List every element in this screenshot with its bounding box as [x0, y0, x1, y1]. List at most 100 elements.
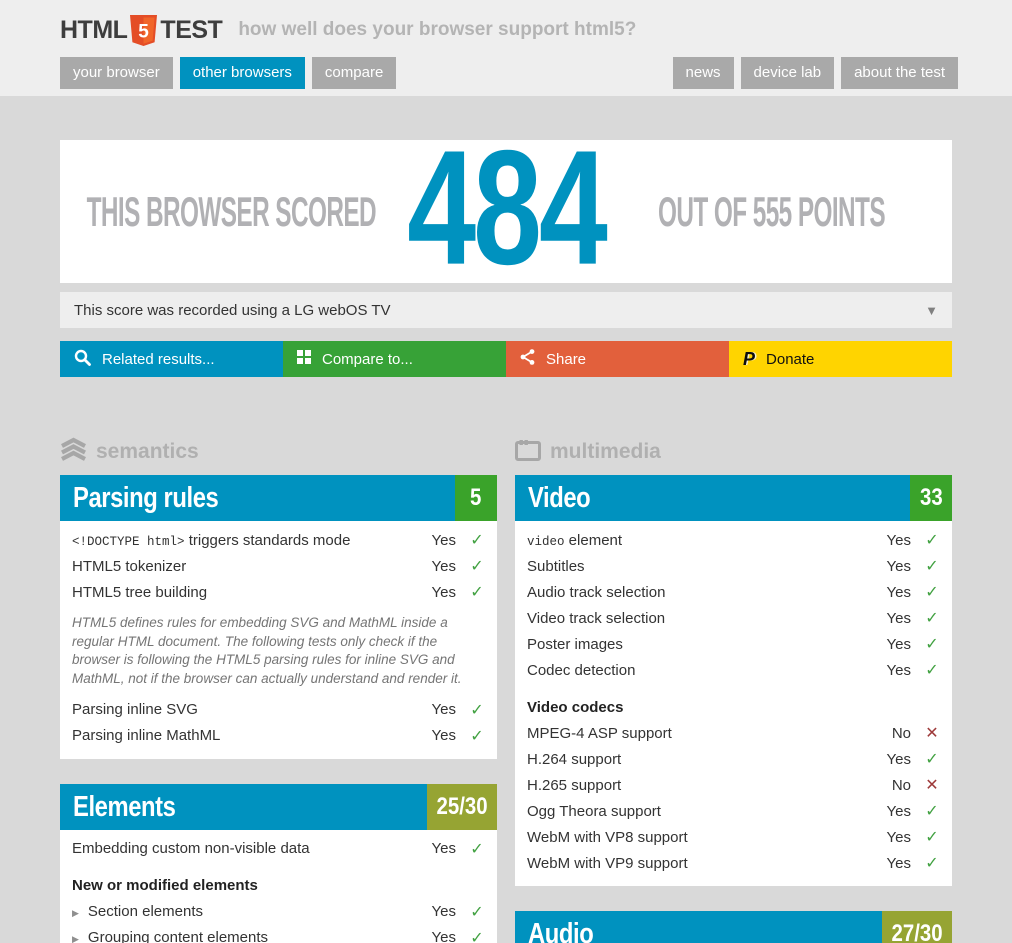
tab-about-the-test[interactable]: about the test — [841, 57, 958, 89]
test-row: Parsing inline MathML Yes ✓ — [72, 727, 484, 745]
score-prefix: THIS BROWSER SCORED — [86, 187, 377, 235]
check-icon: ✓ — [925, 829, 939, 846]
main-content: THIS BROWSER SCORED 484 OUT OF 555 POINT… — [0, 140, 1012, 943]
column-semantics: semantics Parsing rules 5 <!DOCTYPE html… — [60, 437, 497, 943]
elements-header: Elements 25/30 — [60, 783, 497, 830]
check-icon: ✓ — [470, 558, 484, 575]
audio-score-badge: 27/30 — [882, 911, 952, 943]
check-icon: ✓ — [470, 840, 484, 858]
test-row: MPEG-4 ASP support No ✕ — [527, 724, 939, 743]
check-icon: ✓ — [925, 584, 939, 601]
donate-button[interactable]: P Donate — [729, 341, 952, 377]
grid-icon — [297, 350, 311, 368]
search-icon — [74, 349, 91, 370]
check-icon: ✓ — [470, 929, 484, 943]
section-title-semantics: semantics — [96, 440, 199, 463]
video-score-badge: 33 — [910, 475, 952, 521]
check-icon: ✓ — [470, 532, 484, 549]
video-codecs-subheader: Video codecs — [527, 698, 624, 716]
score-value: 484 — [407, 140, 608, 283]
check-icon: ✓ — [470, 584, 484, 601]
section-title-multimedia: multimedia — [550, 440, 661, 463]
main-nav: your browser other browsers compare news… — [60, 57, 958, 89]
share-icon — [520, 349, 535, 369]
test-row: <!DOCTYPE html> triggers standards mode … — [72, 531, 484, 550]
audio-header: Audio 27/30 — [515, 911, 952, 943]
score-note-bar: This score was recorded using a LG webOS… — [60, 292, 952, 328]
score-note-text: This score was recorded using a LG webOS… — [74, 301, 391, 319]
test-row: Parsing inline SVG Yes ✓ — [72, 701, 484, 719]
svg-text:5: 5 — [139, 21, 150, 42]
score-suffix: OUT OF 555 POINTS — [658, 187, 886, 235]
check-icon: ✓ — [470, 701, 484, 719]
tab-other-browsers[interactable]: other browsers — [179, 57, 305, 89]
test-row: HTML5 tree building Yes ✓ — [72, 583, 484, 602]
test-row-expandable[interactable]: ▶ Section elements Yes ✓ — [72, 903, 484, 921]
panel-video: video element Yes ✓ Subtitles Yes ✓ Audio … — [515, 521, 952, 886]
check-icon: ✓ — [925, 610, 939, 627]
check-icon: ✓ — [470, 903, 484, 921]
tab-news[interactable]: news — [672, 57, 734, 89]
tab-compare[interactable]: compare — [311, 57, 397, 89]
expander-icon: ▶ — [72, 934, 79, 943]
score-panel: THIS BROWSER SCORED 484 OUT OF 555 POINT… — [60, 140, 952, 283]
related-results-button[interactable]: Related results... — [60, 341, 283, 377]
action-bar: Related results... Compare to... — [60, 341, 952, 377]
check-icon: ✓ — [925, 803, 939, 820]
parsing-rules-title: Parsing rules — [73, 482, 219, 514]
paypal-icon: P — [743, 348, 756, 369]
cross-icon: ✕ — [925, 777, 939, 794]
check-icon: ✓ — [925, 662, 939, 679]
chevrons-up-icon — [60, 437, 87, 467]
site-tagline: how well does your browser support html5… — [238, 19, 637, 40]
elements-title: Elements — [73, 790, 176, 823]
test-row: Audio track selection Yes ✓ — [527, 583, 939, 602]
test-row: WebM with VP8 support Yes ✓ — [527, 828, 939, 847]
test-row: Subtitles Yes ✓ — [527, 557, 939, 576]
section-head-multimedia: multimedia — [515, 437, 952, 467]
site-header: HTML 5 TEST how well does your browser s… — [0, 0, 1012, 96]
cross-icon: ✕ — [925, 725, 939, 742]
section-head-semantics: semantics — [60, 437, 497, 467]
parsing-rules-score-badge: 5 — [455, 475, 497, 521]
test-row: Ogg Theora support Yes ✓ — [527, 802, 939, 821]
logo-text-html: HTML — [60, 15, 128, 44]
category-columns: semantics Parsing rules 5 <!DOCTYPE html… — [60, 437, 952, 943]
check-icon: ✓ — [925, 751, 939, 768]
test-row: video element Yes ✓ — [527, 531, 939, 550]
parsing-rules-header: Parsing rules 5 — [60, 475, 497, 521]
logo-text-test: TEST — [160, 15, 223, 44]
expander-icon: ▶ — [72, 908, 79, 918]
test-row: WebM with VP9 support Yes ✓ — [527, 854, 939, 873]
dropdown-arrow-icon[interactable]: ▼ — [925, 302, 938, 318]
test-row: Poster images Yes ✓ — [527, 635, 939, 654]
column-multimedia: multimedia Video 33 video element Yes ✓ — [515, 437, 952, 943]
panel-elements: Embedding custom non-visible data Yes ✓ N… — [60, 829, 497, 943]
share-button[interactable]: Share — [506, 341, 729, 377]
tab-your-browser[interactable]: your browser — [60, 57, 173, 89]
tab-device-lab[interactable]: device lab — [740, 57, 835, 89]
panel-parsing-rules: <!DOCTYPE html> triggers standards mode … — [60, 521, 497, 759]
test-row: Embedding custom non-visible data Yes ✓ — [72, 840, 484, 858]
elements-subheader: New or modified elements — [72, 877, 258, 894]
video-header: Video 33 — [515, 475, 952, 521]
nav-right: news device lab about the test — [672, 57, 958, 89]
elements-score-badge: 25/30 — [427, 783, 497, 830]
check-icon: ✓ — [925, 532, 939, 549]
check-icon: ✓ — [925, 855, 939, 872]
screen-icon — [515, 437, 541, 467]
check-icon: ✓ — [470, 727, 484, 745]
video-title: Video — [528, 482, 591, 514]
site-logo[interactable]: HTML 5 TEST — [60, 9, 223, 52]
audio-title: Audio — [528, 918, 594, 943]
test-row-expandable[interactable]: ▶ Grouping content elements Yes ✓ — [72, 925, 485, 943]
parsing-note: HTML5 defines rules for embedding SVG an… — [72, 615, 462, 686]
check-icon: ✓ — [925, 558, 939, 575]
test-row: H.265 support No ✕ — [527, 776, 939, 795]
compare-to-button[interactable]: Compare to... — [283, 341, 506, 377]
html5-shield-icon: 5 — [130, 14, 158, 52]
nav-left: your browser other browsers compare — [60, 57, 397, 89]
test-row: Codec detection Yes ✓ — [527, 661, 939, 680]
test-row: Video track selection Yes ✓ — [527, 609, 939, 628]
